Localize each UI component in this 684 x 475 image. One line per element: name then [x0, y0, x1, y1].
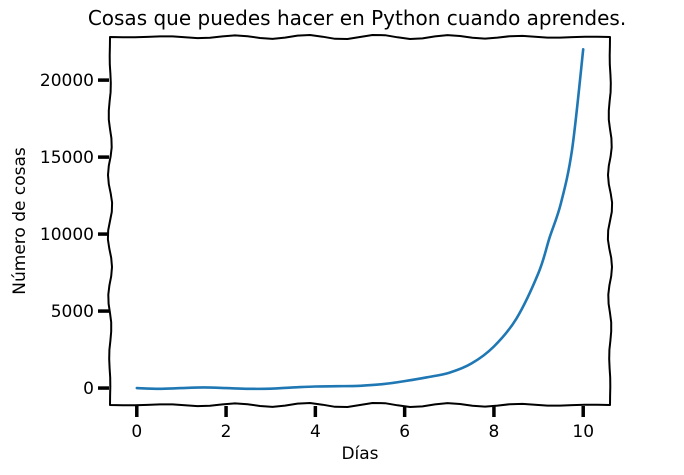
- x-tick-label: 6: [399, 422, 410, 442]
- x-tick-label: 10: [572, 422, 594, 442]
- x-axis-ticks: 0 2 4 6 8 10: [131, 406, 594, 442]
- x-tick-label: 2: [221, 422, 232, 442]
- y-tick-label: 10000: [40, 225, 94, 245]
- x-axis-label: Días: [341, 444, 378, 464]
- chart-title: Cosas que puedes hacer en Python cuando …: [88, 6, 626, 30]
- y-tick-label: 15000: [40, 148, 94, 168]
- series-line: [135, 48, 585, 391]
- y-tick-label: 20000: [40, 71, 94, 91]
- plot-frame: [106, 34, 614, 408]
- x-tick-label: 0: [131, 422, 142, 442]
- series-layer: [135, 48, 585, 391]
- y-tick-label: 5000: [51, 302, 94, 322]
- y-axis-label: Número de cosas: [10, 147, 30, 295]
- y-axis-ticks: 0 5000 10000 15000 20000: [40, 71, 109, 399]
- x-tick-label: 8: [489, 422, 500, 442]
- y-tick-label: 0: [83, 379, 94, 399]
- x-tick-label: 4: [310, 422, 321, 442]
